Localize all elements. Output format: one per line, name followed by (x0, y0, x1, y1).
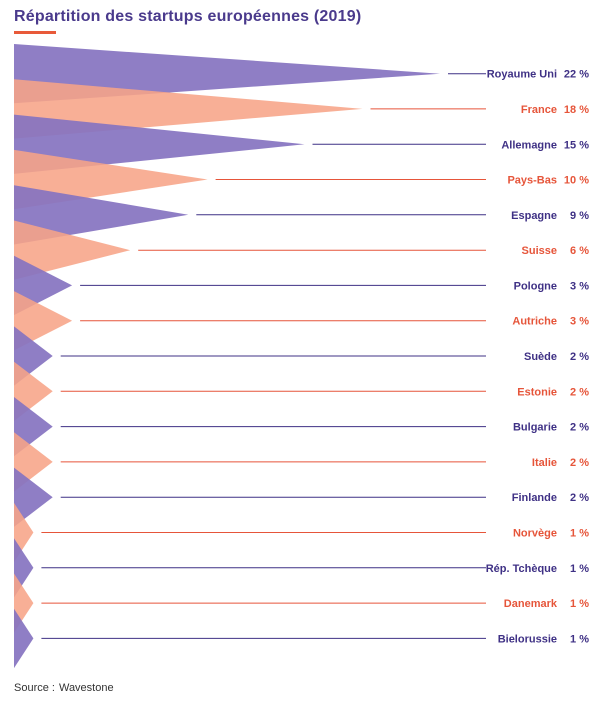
value-label-espagne: 9 % (570, 210, 589, 222)
bar-bielorussie (14, 608, 34, 669)
title-underline (14, 31, 56, 34)
bar-suisse (14, 220, 131, 280)
value-label-italie: 2 % (570, 457, 589, 469)
bar-espagne (14, 185, 189, 245)
bar-autriche (14, 291, 73, 351)
value-label-suede: 2 % (570, 351, 589, 363)
chart-title: Répartition des startups européennes (20… (14, 8, 362, 25)
category-label-italie: Italie (532, 457, 557, 469)
category-label-royaume-uni: Royaume Uni (487, 69, 557, 81)
value-label-bulgarie: 2 % (570, 422, 589, 434)
source-note: Source : Wavestone (14, 682, 114, 694)
value-label-norvege: 1 % (570, 528, 589, 540)
category-label-bielorussie: Bielorussie (498, 633, 557, 645)
source-label: Source : (14, 682, 55, 694)
value-label-royaume-uni: 22 % (564, 69, 589, 81)
value-label-pologne: 3 % (570, 280, 589, 292)
value-label-allemagne: 15 % (564, 139, 589, 151)
category-label-rep-tcheque: Rép. Tchèque (486, 563, 557, 575)
category-label-estonie: Estonie (517, 386, 557, 398)
category-label-finlande: Finlande (512, 492, 557, 504)
category-label-danemark: Danemark (504, 598, 558, 610)
chart-shapes (14, 44, 440, 669)
source-text: Wavestone (58, 682, 114, 694)
value-label-bielorussie: 1 % (570, 633, 589, 645)
bar-allemagne (14, 114, 305, 174)
category-label-suisse: Suisse (522, 245, 557, 257)
chart-labels: Royaume Uni 22 % France 18 % Allemagne 15 % Pa… (486, 69, 590, 646)
value-label-autriche: 3 % (570, 316, 589, 328)
value-label-rep-tcheque: 1 % (570, 563, 589, 575)
category-label-pologne: Pologne (514, 280, 557, 292)
category-label-suede: Suède (524, 351, 557, 363)
leader-lines (41, 73, 486, 639)
value-label-danemark: 1 % (570, 598, 589, 610)
bar-finlande (14, 467, 53, 527)
category-label-autriche: Autriche (512, 316, 557, 328)
value-label-finlande: 2 % (570, 492, 589, 504)
value-label-france: 18 % (564, 104, 589, 116)
category-label-espagne: Espagne (511, 210, 557, 222)
value-label-pays-bas: 10 % (564, 175, 589, 187)
category-label-norvege: Norvège (513, 528, 557, 540)
category-label-bulgarie: Bulgarie (513, 422, 557, 434)
category-label-pays-bas: Pays-Bas (507, 175, 557, 187)
category-label-france: France (521, 104, 557, 116)
category-label-allemagne: Allemagne (501, 139, 557, 151)
value-label-suisse: 6 % (570, 245, 589, 257)
value-label-estonie: 2 % (570, 386, 589, 398)
